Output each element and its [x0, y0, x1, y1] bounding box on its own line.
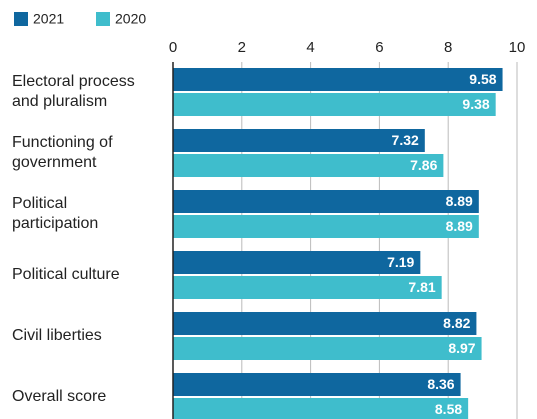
x-tick-label: 6	[375, 39, 383, 56]
bar	[173, 215, 479, 238]
value-label: 8.89	[446, 218, 473, 234]
legend-swatch	[96, 12, 110, 26]
bar	[173, 68, 503, 91]
value-label: 7.81	[408, 279, 435, 295]
category-label: Political culture	[12, 266, 120, 283]
bar	[173, 129, 425, 152]
x-tick-label: 2	[238, 39, 246, 56]
value-label: 9.38	[462, 96, 489, 112]
x-tick-label: 10	[509, 39, 526, 56]
value-label: 7.32	[392, 132, 419, 148]
x-tick-label: 8	[444, 39, 452, 56]
category-label: Electoral process and pluralism	[12, 73, 135, 110]
value-label: 7.19	[387, 254, 414, 270]
bar	[173, 312, 477, 335]
bar	[173, 276, 442, 299]
bar	[173, 190, 479, 213]
value-label: 8.58	[435, 401, 462, 417]
bar	[173, 337, 482, 360]
bar	[173, 154, 444, 177]
value-label: 9.58	[469, 71, 496, 87]
value-label: 8.89	[446, 193, 473, 209]
legend-label: 2020	[115, 11, 146, 27]
category-label: Political participation	[12, 195, 99, 232]
bar	[173, 251, 421, 274]
category-label: Civil liberties	[12, 327, 102, 344]
value-label: 8.82	[443, 315, 470, 331]
value-label: 8.97	[448, 340, 475, 356]
category-label: Functioning of government	[12, 134, 113, 171]
category-label: Overall score	[12, 388, 107, 405]
x-tick-label: 0	[169, 39, 177, 56]
bar	[173, 93, 496, 116]
x-tick-label: 4	[306, 39, 314, 56]
value-label: 8.36	[427, 376, 454, 392]
legend-label: 2021	[33, 11, 64, 27]
bar	[173, 398, 469, 419]
bar	[173, 373, 461, 396]
legend-swatch	[14, 12, 28, 26]
value-label: 7.86	[410, 157, 437, 173]
